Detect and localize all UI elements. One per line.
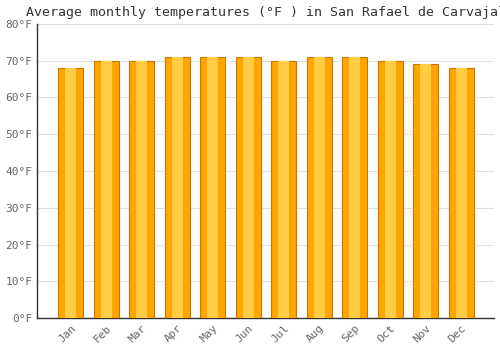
Bar xyxy=(200,57,225,318)
Bar xyxy=(272,61,296,318)
Bar xyxy=(342,57,367,318)
Bar xyxy=(307,57,332,318)
Bar xyxy=(378,61,402,318)
Title: Average monthly temperatures (°F ) in San Rafael de Carvajal: Average monthly temperatures (°F ) in Sa… xyxy=(26,6,500,19)
Bar xyxy=(349,57,360,318)
Bar xyxy=(136,61,147,318)
Bar xyxy=(100,61,112,318)
Bar xyxy=(236,57,260,318)
Bar xyxy=(314,57,325,318)
Bar xyxy=(456,68,467,318)
Bar xyxy=(94,61,118,318)
Bar xyxy=(242,57,254,318)
Bar xyxy=(414,64,438,318)
Bar xyxy=(384,61,396,318)
Bar xyxy=(449,68,473,318)
Bar xyxy=(172,57,182,318)
Bar xyxy=(278,61,289,318)
Bar xyxy=(164,57,190,318)
Bar xyxy=(129,61,154,318)
Bar xyxy=(58,68,83,318)
Bar xyxy=(207,57,218,318)
Bar xyxy=(65,68,76,318)
Bar xyxy=(420,64,432,318)
